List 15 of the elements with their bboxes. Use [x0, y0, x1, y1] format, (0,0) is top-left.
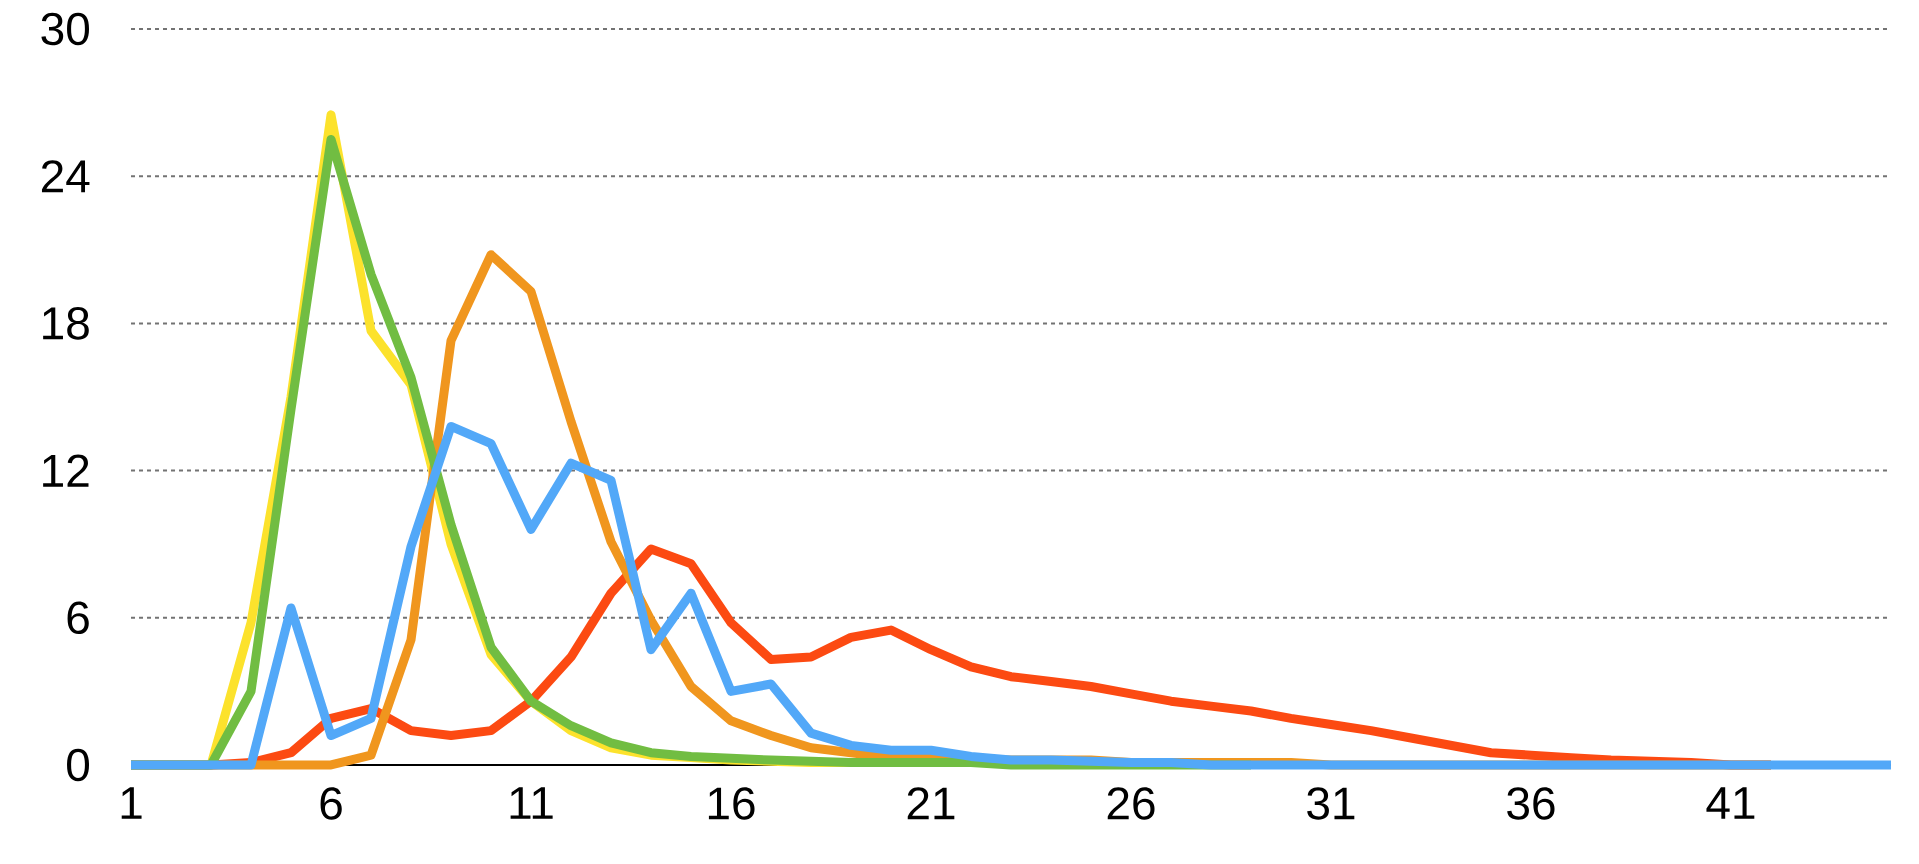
y-tick-label: 6 [67, 601, 89, 635]
x-tick-label: 11 [510, 787, 553, 819]
y-tick-label: 30 [41, 12, 90, 46]
y-tick-label: 12 [43, 454, 89, 487]
x-tick-label: 26 [1107, 787, 1155, 820]
x-tick-label: 21 [907, 787, 955, 820]
y-tick-label: 18 [43, 307, 89, 340]
x-tick-label: 31 [1307, 787, 1355, 820]
x-tick-label: 16 [708, 787, 755, 820]
x-tick-label: 41 [1706, 787, 1755, 819]
y-tick-label: 24 [41, 160, 90, 193]
x-tick-label: 1 [121, 787, 142, 819]
x-tick-label: 6 [320, 787, 342, 820]
x-tick-label: 36 [1507, 787, 1555, 820]
y-tick-label: 0 [67, 748, 90, 782]
